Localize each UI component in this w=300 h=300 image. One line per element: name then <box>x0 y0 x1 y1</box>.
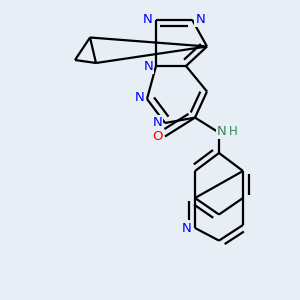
Text: N: N <box>182 221 191 235</box>
Text: N: N <box>196 13 205 26</box>
Text: N: N <box>143 13 152 26</box>
Text: N: N <box>153 116 162 130</box>
Text: N: N <box>217 124 227 138</box>
Text: N: N <box>135 91 144 104</box>
Text: H: H <box>229 124 238 138</box>
Text: O: O <box>152 130 163 143</box>
Text: N: N <box>144 59 153 73</box>
